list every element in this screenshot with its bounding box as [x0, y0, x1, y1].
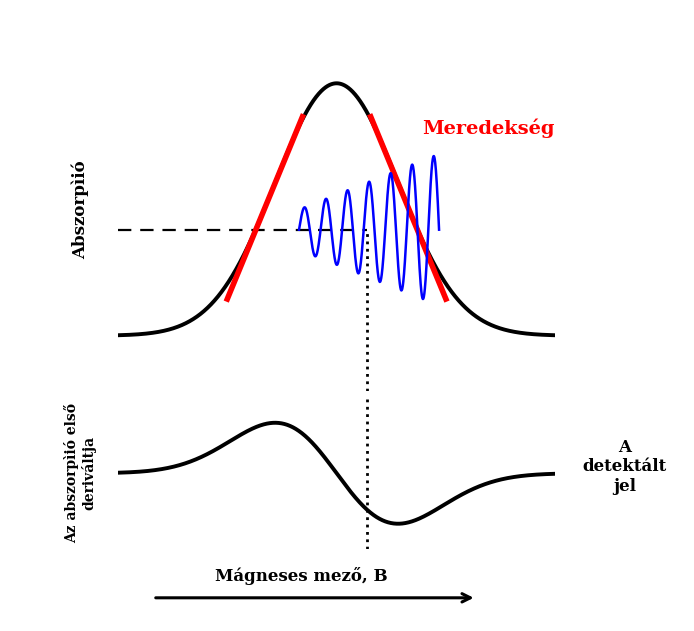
Text: Mágneses mező, B: Mágneses mező, B: [215, 567, 388, 585]
Text: A
detektált
jel: A detektált jel: [582, 439, 667, 495]
Text: Az abszorpìió első
deriváltja: Az abszorpìió első deriváltja: [65, 403, 96, 543]
Text: Abszorpìió: Abszorpìió: [71, 160, 89, 259]
Text: Meredekség: Meredekség: [422, 119, 555, 138]
